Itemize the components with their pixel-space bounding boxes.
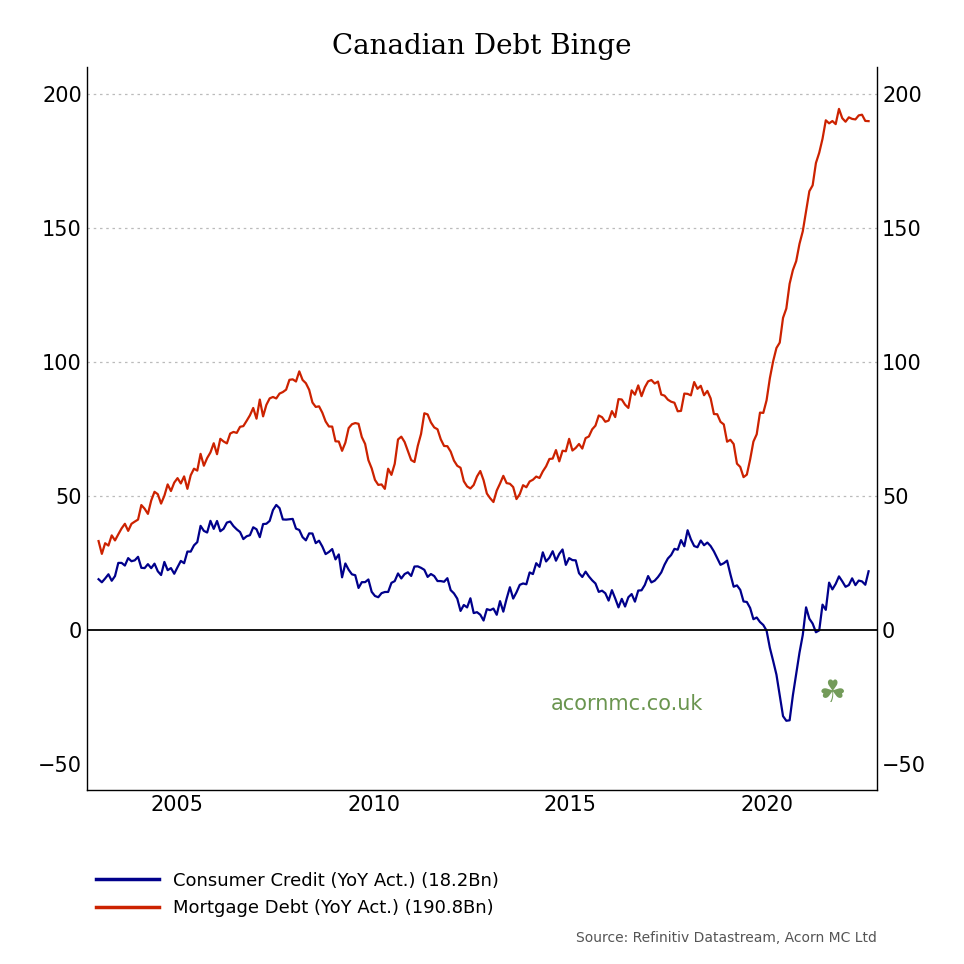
Text: ☘: ☘ (818, 679, 845, 709)
Text: acornmc.co.uk: acornmc.co.uk (550, 694, 703, 714)
Legend: Consumer Credit (YoY Act.) (18.2Bn), Mortgage Debt (YoY Act.) (190.8Bn): Consumer Credit (YoY Act.) (18.2Bn), Mor… (95, 871, 499, 917)
Text: Source: Refinitiv Datastream, Acorn MC Ltd: Source: Refinitiv Datastream, Acorn MC L… (576, 930, 877, 945)
Title: Canadian Debt Binge: Canadian Debt Binge (333, 33, 631, 60)
